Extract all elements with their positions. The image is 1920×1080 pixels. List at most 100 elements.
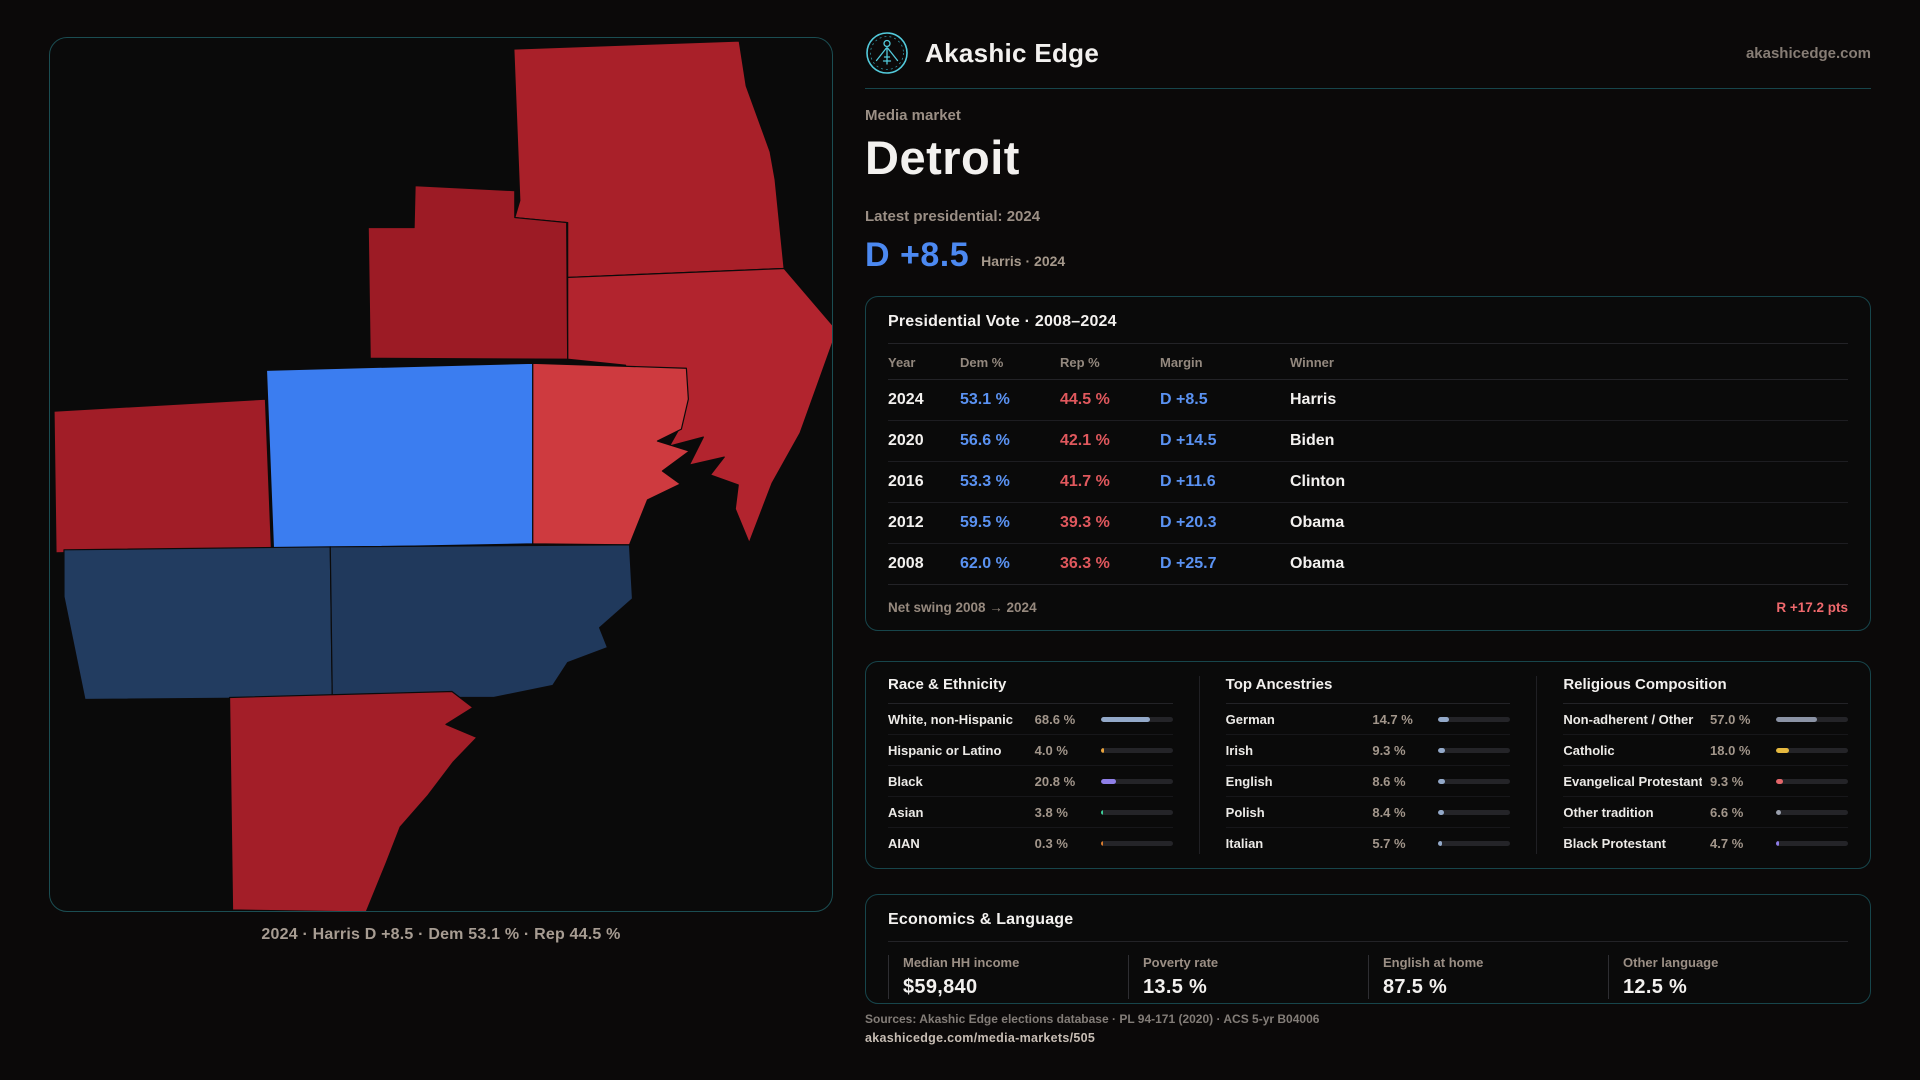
- demo-bar-track: [1100, 809, 1173, 815]
- vote-cell-rep: 39.3 %: [1060, 514, 1110, 531]
- demographics-card: Race & Ethnicity White, non-Hispanic 68.6 …: [865, 661, 1871, 869]
- stat-block: Poverty rate 13.5 %: [1128, 955, 1368, 999]
- vote-cell-rep: 44.5 %: [1060, 391, 1110, 408]
- county-north-middle[interactable]: [367, 185, 569, 360]
- net-swing-row: Net swing 2008 → 2024 R +17.2 pts: [888, 587, 1848, 615]
- map-panel: [49, 37, 833, 912]
- demo-row: Catholic 18.0 %: [1563, 735, 1849, 766]
- demo-label: Evangelical Protestant: [1563, 773, 1703, 789]
- demo-bar-track: [1776, 809, 1849, 815]
- demo-value: 20.8 %: [1034, 773, 1076, 789]
- demo-value: 18.0 %: [1710, 742, 1751, 758]
- demo-label: Black: [888, 773, 923, 789]
- county-southeast-navy[interactable]: [329, 544, 634, 699]
- vote-cell-dem: 53.1 %: [960, 391, 1010, 408]
- stat-label: Median HH income: [903, 955, 1020, 970]
- market-title: Detroit: [865, 131, 1020, 184]
- demo-label: Asian: [888, 804, 924, 820]
- demo-bar-fill: [1438, 840, 1443, 846]
- brand-logo-icon: [866, 32, 908, 74]
- county-west[interactable]: [53, 398, 273, 554]
- margin-context: Harris · 2024: [981, 253, 1066, 269]
- demo-bar-track: [1438, 809, 1511, 815]
- demo-row: Hispanic or Latino 4.0 %: [888, 735, 1173, 766]
- county-south[interactable]: [228, 690, 478, 911]
- vote-cell-year: 2008: [888, 555, 924, 572]
- demo-bar-track: [1438, 840, 1511, 846]
- vote-col-header: Winner: [1290, 355, 1334, 370]
- vote-table-body: 2024 53.1 % 44.5 % D +8.5 Harris 2020 56.6 % 42…: [888, 380, 1848, 585]
- net-swing-label: Net swing 2008 → 2024: [888, 600, 1037, 615]
- demo-row: Black 20.8 %: [888, 766, 1173, 797]
- demo-bar-fill: [1776, 716, 1818, 722]
- vote-cell-dem: 53.3 %: [960, 473, 1010, 490]
- vote-cell-margin: D +11.6: [1160, 473, 1216, 490]
- vote-cell-winner: Clinton: [1290, 473, 1346, 490]
- demo-label: White, non-Hispanic: [888, 711, 1013, 727]
- demo-value: 4.7 %: [1710, 835, 1744, 851]
- vote-row: 2008 62.0 % 36.3 % D +25.7 Obama: [888, 544, 1848, 585]
- vote-cell-margin: D +20.3: [1160, 514, 1217, 531]
- stat-block: Other language 12.5 %: [1608, 955, 1848, 999]
- stat-label: English at home: [1383, 955, 1484, 970]
- demo-bar-fill: [1438, 716, 1449, 722]
- demo-bar-fill: [1100, 840, 1103, 846]
- demo-value: 4.0 %: [1034, 742, 1068, 758]
- demo-bar-fill: [1776, 778, 1783, 784]
- demo-value: 6.6 %: [1710, 804, 1744, 820]
- demo-bar-track: [1100, 716, 1173, 722]
- demo-bar-track: [1100, 778, 1173, 784]
- demo-value: 5.7 %: [1372, 835, 1406, 851]
- demo-label: German: [1225, 711, 1275, 727]
- county-east-red[interactable]: [532, 362, 690, 546]
- demo-row: English 8.6 %: [1225, 766, 1511, 797]
- vote-cell-dem: 59.5 %: [960, 514, 1010, 531]
- demo-label: Black Protestant: [1563, 835, 1666, 851]
- vote-cell-rep: 42.1 %: [1060, 432, 1110, 449]
- vote-cell-year: 2012: [888, 514, 924, 531]
- latest-presidential-label: Latest presidential: 2024: [865, 208, 1041, 225]
- demo-bar-track: [1776, 747, 1849, 753]
- stat-block: English at home 87.5 %: [1368, 955, 1608, 999]
- county-center-blue[interactable]: [265, 362, 534, 550]
- demo-bar-track: [1100, 840, 1173, 846]
- vote-cell-margin: D +14.5: [1160, 432, 1217, 449]
- demo-value: 9.3 %: [1710, 773, 1744, 789]
- stat-value: 12.5 %: [1623, 976, 1688, 998]
- demo-label: Italian: [1225, 835, 1264, 851]
- vote-cell-dem: 62.0 %: [960, 555, 1010, 572]
- demo-row: Polish 8.4 %: [1225, 797, 1511, 828]
- demo-label: Catholic: [1563, 742, 1615, 758]
- brand-row: Akashic Edge akashicedge.com: [865, 28, 1871, 78]
- demo-value: 68.6 %: [1034, 711, 1076, 727]
- brand-domain-link[interactable]: akashicedge.com: [1745, 44, 1871, 62]
- demo-bar-fill: [1438, 778, 1445, 784]
- demo-bar-fill: [1776, 840, 1780, 846]
- demo-row: Italian 5.7 %: [1226, 828, 1511, 858]
- demo-bar-fill: [1776, 747, 1789, 753]
- county-southwest-navy[interactable]: [63, 546, 333, 701]
- demo-row: AIAN 0.3 %: [888, 828, 1173, 858]
- demo-row: Black Protestant 4.7 %: [1563, 828, 1849, 858]
- demo-bar-track: [1100, 747, 1173, 753]
- vote-col-header: Rep %: [1060, 355, 1100, 370]
- permalink-link[interactable]: akashicedge.com/media-markets/505: [865, 1031, 1096, 1045]
- demo-row: Non-adherent / Other 57.0 %: [1563, 704, 1849, 735]
- vote-cell-dem: 56.6 %: [960, 432, 1010, 449]
- demo-label: Hispanic or Latino: [888, 742, 1002, 758]
- demo-value: 9.3 %: [1372, 742, 1406, 758]
- demo-row: Evangelical Protestant 9.3 %: [1563, 766, 1849, 797]
- demo-bar-track: [1776, 840, 1849, 846]
- vote-card: Presidential Vote · 2008–2024 Year Dem % R…: [865, 296, 1871, 631]
- vote-cell-margin: D +8.5: [1160, 391, 1208, 408]
- vote-row: 2012 59.5 % 39.3 % D +20.3 Obama: [888, 503, 1848, 544]
- demo-column: Race & Ethnicity White, non-Hispanic 68.6 …: [888, 676, 1199, 854]
- demo-label: English: [1225, 773, 1273, 789]
- demo-row: White, non-Hispanic 68.6 %: [888, 704, 1173, 735]
- vote-row: 2016 53.3 % 41.7 % D +11.6 Clinton: [888, 462, 1848, 503]
- demo-bar-track: [1776, 778, 1849, 784]
- vote-col-header: Year: [888, 355, 916, 370]
- demo-value: 57.0 %: [1710, 711, 1751, 727]
- demo-bar-fill: [1100, 809, 1104, 815]
- demo-value: 3.8 %: [1034, 804, 1068, 820]
